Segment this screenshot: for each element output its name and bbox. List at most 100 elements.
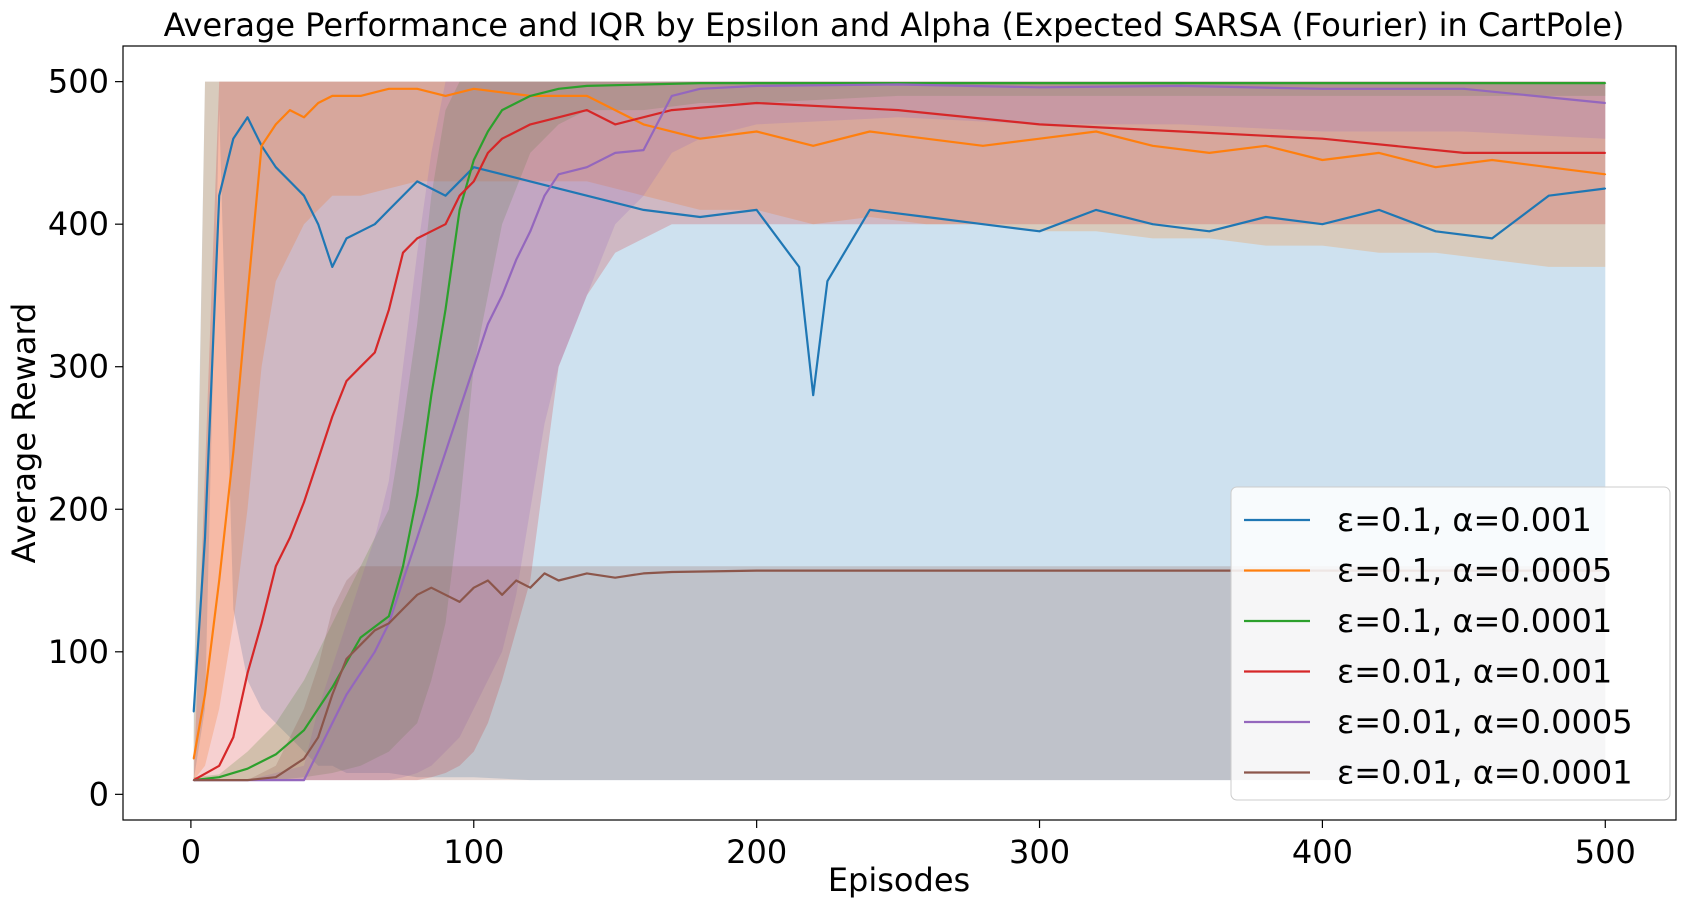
data-point <box>671 95 673 97</box>
legend: ε=0.1, α=0.001 ε=0.1, α=0.0005 ε=0.1, α=0.… <box>1230 486 1671 801</box>
data-point <box>473 365 475 368</box>
data-point <box>529 123 532 126</box>
data-point <box>586 166 588 168</box>
data-point <box>246 116 249 119</box>
data-point <box>275 776 277 778</box>
data-point <box>430 586 433 589</box>
data-point <box>416 88 419 90</box>
data-point <box>331 686 334 689</box>
data-point <box>275 565 277 568</box>
data-point <box>826 280 829 283</box>
data-point <box>501 594 503 596</box>
data-point <box>331 693 334 696</box>
data-point <box>1321 88 1324 90</box>
data-point <box>1180 130 1182 133</box>
x-tick-label: 300 <box>1009 833 1070 871</box>
data-point <box>642 572 645 575</box>
data-point <box>699 216 701 218</box>
data-point <box>812 394 814 397</box>
data-point <box>473 180 475 183</box>
x-tick-label: 100 <box>443 833 504 871</box>
y-tick-label: 300 <box>48 348 109 386</box>
data-point <box>232 736 235 739</box>
x-tick-label: 500 <box>1575 833 1636 871</box>
data-point <box>232 451 235 454</box>
data-point <box>1038 569 1041 572</box>
data-point <box>416 594 419 596</box>
data-point <box>869 209 871 211</box>
series-line-1 <box>192 116 1606 712</box>
y-axis-label: Average Reward <box>5 303 43 564</box>
data-point <box>1547 166 1550 168</box>
legend-label: ε=0.01, α=0.001 <box>1337 653 1612 691</box>
data-point <box>402 251 404 254</box>
series-line-4 <box>193 101 1606 782</box>
data-point <box>303 116 305 119</box>
data-point <box>1604 82 1607 84</box>
data-point <box>374 223 376 225</box>
data-point <box>416 537 419 539</box>
data-point <box>430 230 433 233</box>
data-point <box>925 137 928 140</box>
data-point <box>388 88 390 90</box>
legend-label: ε=0.1, α=0.001 <box>1337 501 1592 539</box>
data-point <box>331 722 334 724</box>
data-point <box>1265 216 1267 218</box>
data-point <box>812 145 814 147</box>
data-point <box>345 693 348 696</box>
x-tick-label: 400 <box>1292 833 1353 871</box>
data-point <box>317 736 320 739</box>
data-point <box>1208 152 1211 154</box>
data-point <box>1038 86 1041 89</box>
series-lines <box>192 82 1607 782</box>
data-point <box>444 451 447 454</box>
data-point <box>444 194 447 197</box>
data-point <box>501 294 503 297</box>
data-point <box>275 123 277 126</box>
data-point <box>487 579 489 582</box>
data-point <box>303 729 305 731</box>
data-point <box>359 643 362 646</box>
data-point <box>755 569 758 572</box>
data-point <box>543 194 546 197</box>
data-point <box>218 579 220 582</box>
data-point <box>232 137 235 140</box>
data-point <box>1321 159 1324 161</box>
data-point <box>1321 82 1324 84</box>
data-point <box>331 266 334 268</box>
data-point <box>275 166 277 168</box>
iqr-band-series-4 <box>193 81 1606 781</box>
data-point <box>1180 85 1182 87</box>
data-point <box>345 237 348 240</box>
data-point <box>275 753 277 756</box>
data-point <box>614 123 616 126</box>
data-point <box>359 95 362 97</box>
data-point <box>897 569 899 572</box>
data-point <box>869 130 871 133</box>
data-point <box>444 594 447 596</box>
data-point <box>557 579 560 582</box>
legend-box <box>1230 486 1671 801</box>
data-point <box>1434 230 1437 233</box>
data-point <box>501 137 503 140</box>
iqr-band-series-2 <box>193 81 1606 781</box>
data-point <box>359 636 362 639</box>
data-point <box>557 173 560 176</box>
data-point <box>529 586 532 589</box>
data-point <box>614 152 616 154</box>
series-line-3 <box>193 82 1606 782</box>
data-point <box>586 85 588 87</box>
data-point <box>246 779 249 781</box>
data-point <box>1604 102 1607 104</box>
data-point <box>755 102 758 104</box>
data-point <box>359 672 362 674</box>
data-point <box>359 365 362 368</box>
data-point <box>1151 223 1154 225</box>
data-point <box>303 779 305 781</box>
data-point <box>1180 82 1182 84</box>
data-point <box>218 194 220 197</box>
data-point <box>982 145 984 147</box>
data-point <box>487 130 489 133</box>
data-point <box>1038 82 1041 84</box>
